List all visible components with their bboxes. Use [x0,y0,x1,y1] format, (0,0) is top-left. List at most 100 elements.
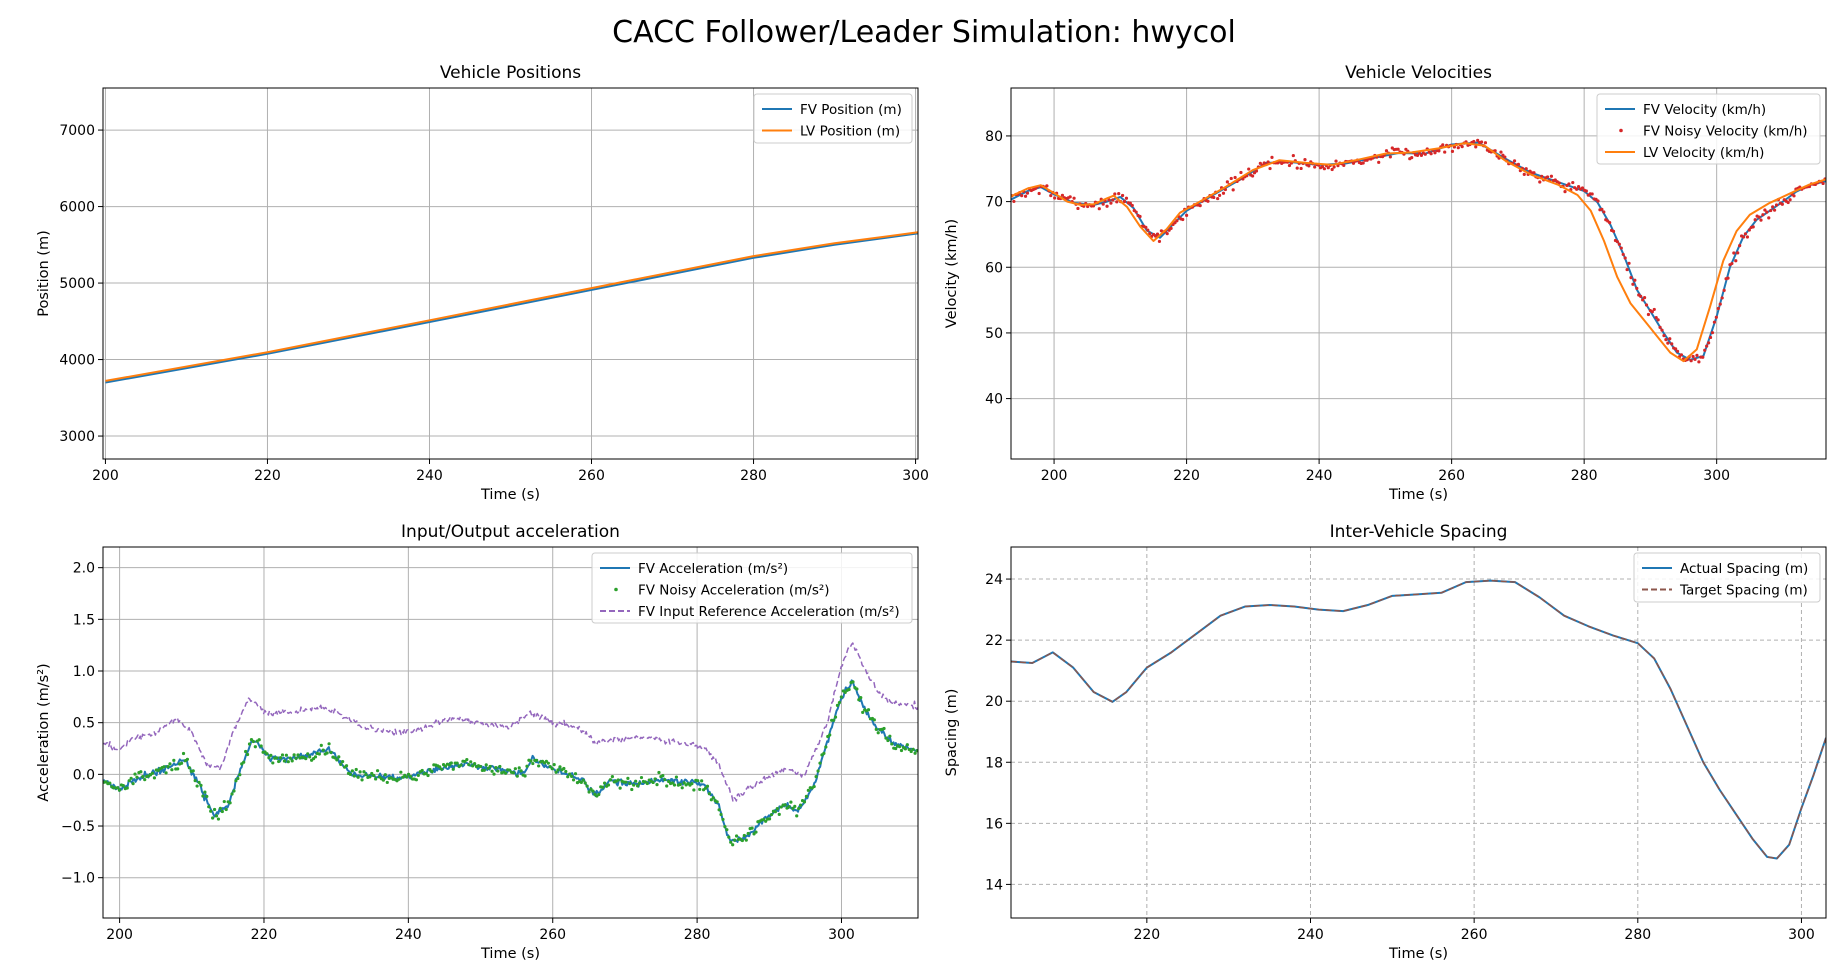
data-point [1540,174,1544,178]
y-axis-label: Spacing (m) [944,689,960,777]
data-point [207,805,211,809]
data-point [1602,210,1606,214]
data-point [1652,307,1656,312]
x-tick-label: 260 [539,927,566,943]
data-point [1111,198,1115,202]
x-tick-label: 200 [1041,468,1068,484]
data-point [835,703,840,707]
data-point [459,763,463,767]
data-point [449,761,453,765]
data-point [1631,282,1635,286]
y-tick-label: 16 [985,816,1003,832]
x-tick-label: 220 [1133,927,1160,943]
data-point [234,779,238,783]
data-point [414,778,418,782]
data-point [1404,147,1408,151]
data-point [352,774,356,778]
data-point [1020,194,1024,198]
data-point [1584,189,1588,193]
data-point [211,816,215,820]
data-point [1743,232,1748,236]
data-point [909,749,913,754]
data-point [1567,182,1571,186]
data-point [1658,325,1662,329]
data-point [271,761,275,765]
data-point [546,761,550,765]
data-point [905,743,909,747]
x-tick-label: 260 [1438,468,1465,484]
y-tick-label: 50 [985,326,1003,342]
data-point [1503,155,1507,159]
series-line [1011,142,1826,363]
data-point [1060,193,1065,197]
data-point [523,774,527,778]
plot-area [1011,138,1826,364]
y-tick-label: −0.5 [61,819,95,835]
data-point [339,762,343,766]
figure-title: CACC Follower/Leader Simulation: hwycol [612,15,1236,50]
data-point [1576,185,1581,189]
data-point [537,764,541,768]
data-point [552,763,556,767]
data-point [430,769,434,774]
data-point [1437,149,1441,153]
data-point [731,843,735,847]
data-point [344,764,349,768]
data-point [672,783,677,787]
data-point [478,764,483,769]
data-point [1757,215,1761,219]
data-point [1396,147,1400,151]
data-point [585,784,589,788]
data-point [1250,174,1255,178]
data-point [837,700,842,705]
data-point [1181,217,1185,222]
data-point [719,812,723,817]
legend-marker [1619,128,1623,133]
data-point [125,786,129,790]
data-point [682,781,686,785]
data-point [209,809,213,813]
data-point [416,773,420,777]
data-point [438,765,442,769]
data-point [1675,349,1680,353]
legend-entry: Actual Spacing (m) [1680,561,1808,577]
data-point [597,792,601,797]
chart-panel-2: Vehicle Velocities 200 220 240 260 280 300 40 50… [944,63,1827,503]
data-point [1633,278,1637,282]
chart-title: Vehicle Velocities [1345,63,1492,83]
y-tick-label: 18 [985,755,1003,771]
data-point [1153,234,1158,238]
data-point [1045,184,1049,188]
data-point [1388,155,1392,159]
data-point [1668,337,1672,341]
data-point [420,768,424,773]
data-point [711,796,715,800]
data-point [663,778,667,782]
data-point [556,768,560,772]
data-point [872,718,876,722]
data-point [1708,335,1713,340]
data-point [789,800,793,804]
data-point [721,817,725,822]
data-point [1419,153,1424,157]
data-point [1175,219,1179,223]
data-point [1268,166,1272,171]
data-point [407,772,411,776]
data-point [1474,145,1478,149]
legend-entry: LV Position (m) [800,124,900,140]
data-point [280,753,285,757]
data-point [185,757,190,761]
data-point [1313,165,1317,169]
data-point [610,775,614,779]
y-axis-label: Acceleration (m/s²) [36,663,52,801]
data-point [1456,146,1460,150]
data-point [828,733,832,737]
data-point [1625,267,1629,272]
data-point [129,776,133,780]
data-point [746,831,750,836]
data-point [329,750,333,755]
data-point [787,805,791,809]
data-point [723,825,727,829]
y-tick-label: 70 [985,195,1003,211]
data-point [121,783,125,788]
